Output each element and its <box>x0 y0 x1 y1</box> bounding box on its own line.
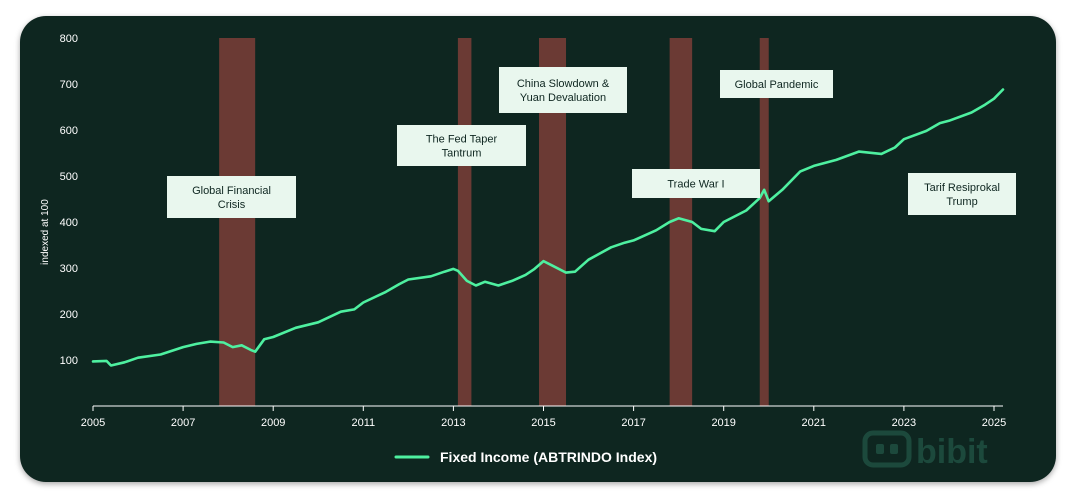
event-label: Tantrum <box>442 148 482 160</box>
axes: 100 200 300 400 500 600 700 800 2005 2007 2009 2011… <box>40 33 1006 429</box>
event-label: Global Pandemic <box>735 79 819 91</box>
event-annotation: China Slowdown & Yuan Devaluation <box>499 67 627 113</box>
event-box <box>632 169 760 198</box>
event-annotation: Trade War I <box>632 169 760 198</box>
event-label: Yuan Devaluation <box>520 92 606 104</box>
event-annotation: Tarif Resiprokal Trump <box>908 173 1016 215</box>
chart-card: 100 200 300 400 500 600 700 800 2005 2007 2009 2011… <box>20 16 1056 482</box>
event-label: Crisis <box>218 199 246 211</box>
legend: Fixed Income (ABTRINDO Index) <box>394 449 657 465</box>
event-band <box>457 38 472 406</box>
event-annotation: Global Pandemic <box>720 70 833 98</box>
event-box <box>397 125 526 166</box>
x-tick-label: 2007 <box>171 417 195 429</box>
x-tick-label: 2021 <box>802 417 826 429</box>
series-lines <box>91 88 1005 367</box>
event-box <box>720 70 833 98</box>
y-tick-label: 300 <box>60 263 78 275</box>
x-tick-label: 2015 <box>531 417 555 429</box>
x-tick-label: 2023 <box>892 417 916 429</box>
y-tick-label: 100 <box>60 355 78 367</box>
y-tick-label: 500 <box>60 171 78 183</box>
y-tick-label: 400 <box>60 217 78 229</box>
x-tick-label: 2019 <box>711 417 735 429</box>
event-band <box>669 38 693 406</box>
event-label: Trade War I <box>667 179 724 191</box>
event-bands <box>219 38 769 406</box>
bibit-logo-icon <box>862 430 912 468</box>
brand-name: bibit <box>916 433 988 471</box>
y-tick-label: 800 <box>60 33 78 45</box>
y-axis-label: indexed at 100 <box>40 199 51 265</box>
event-annotation: The Fed Taper Tantrum <box>397 125 526 166</box>
event-label: Trump <box>946 196 977 208</box>
x-tick-label: 2025 <box>982 417 1006 429</box>
x-tick-label: 2005 <box>81 417 105 429</box>
legend-label: Fixed Income (ABTRINDO Index) <box>440 449 657 465</box>
x-tick-label: 2017 <box>621 417 645 429</box>
event-band <box>759 38 769 406</box>
chart-svg: 100 200 300 400 500 600 700 800 2005 2007 2009 2011… <box>40 33 1016 471</box>
x-tick-label: 2011 <box>351 417 375 429</box>
event-annotation: Global Financial Crisis <box>167 176 296 218</box>
event-box <box>499 67 627 113</box>
brand-watermark: bibit <box>862 430 988 471</box>
event-label: China Slowdown & <box>517 78 610 90</box>
event-label: Tarif Resiprokal <box>924 182 1000 194</box>
event-box <box>908 173 1016 215</box>
y-tick-label: 600 <box>60 125 78 137</box>
event-annotations: Global Financial Crisis The Fed Taper Tantr… <box>167 67 1016 218</box>
x-tick-label: 2013 <box>441 417 465 429</box>
x-tick-label: 2009 <box>261 417 285 429</box>
event-box <box>167 176 296 218</box>
event-label: Global Financial <box>192 185 271 197</box>
y-tick-label: 700 <box>60 79 78 91</box>
series-line <box>91 88 1005 367</box>
event-label: The Fed Taper <box>426 134 498 146</box>
y-tick-label: 200 <box>60 309 78 321</box>
